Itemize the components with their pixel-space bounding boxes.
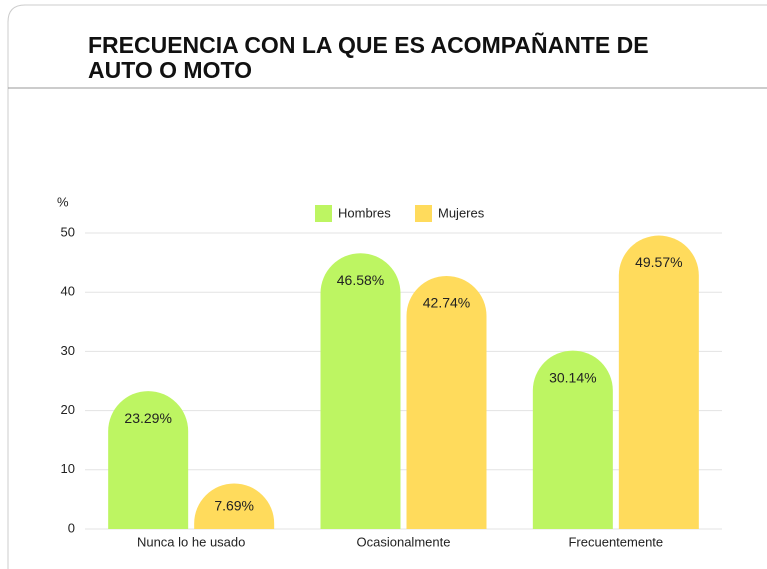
x-tick-label: Nunca lo he usado <box>137 534 245 549</box>
bar <box>532 350 613 529</box>
y-axis-label: % <box>57 194 69 209</box>
bar <box>194 483 275 529</box>
legend-label: Mujeres <box>438 205 485 220</box>
value-label: 23.29% <box>124 410 171 426</box>
bar <box>320 253 401 529</box>
legend-swatch <box>415 205 432 222</box>
y-tick-label: 20 <box>61 402 75 417</box>
legend-swatch <box>315 205 332 222</box>
value-label: 7.69% <box>214 498 254 514</box>
y-tick-label: 50 <box>61 224 75 239</box>
bar <box>406 275 487 529</box>
y-tick-label: 10 <box>61 461 75 476</box>
value-label: 42.74% <box>423 295 470 311</box>
value-label: 49.57% <box>635 254 682 270</box>
x-tick-label: Frecuentemente <box>568 534 663 549</box>
chart-title: AUTO O MOTO <box>88 57 252 83</box>
legend-label: Hombres <box>338 205 391 220</box>
bar <box>108 391 189 529</box>
value-label: 46.58% <box>337 272 384 288</box>
chart-title: FRECUENCIA CON LA QUE ES ACOMPAÑANTE DE <box>88 31 649 58</box>
bar <box>618 235 699 529</box>
frame <box>7 4 767 569</box>
y-tick-label: 40 <box>61 284 75 299</box>
x-tick-label: Ocasionalmente <box>357 534 451 549</box>
y-tick-label: 30 <box>61 343 75 358</box>
value-label: 30.14% <box>549 369 596 385</box>
y-tick-label: 0 <box>68 520 75 535</box>
